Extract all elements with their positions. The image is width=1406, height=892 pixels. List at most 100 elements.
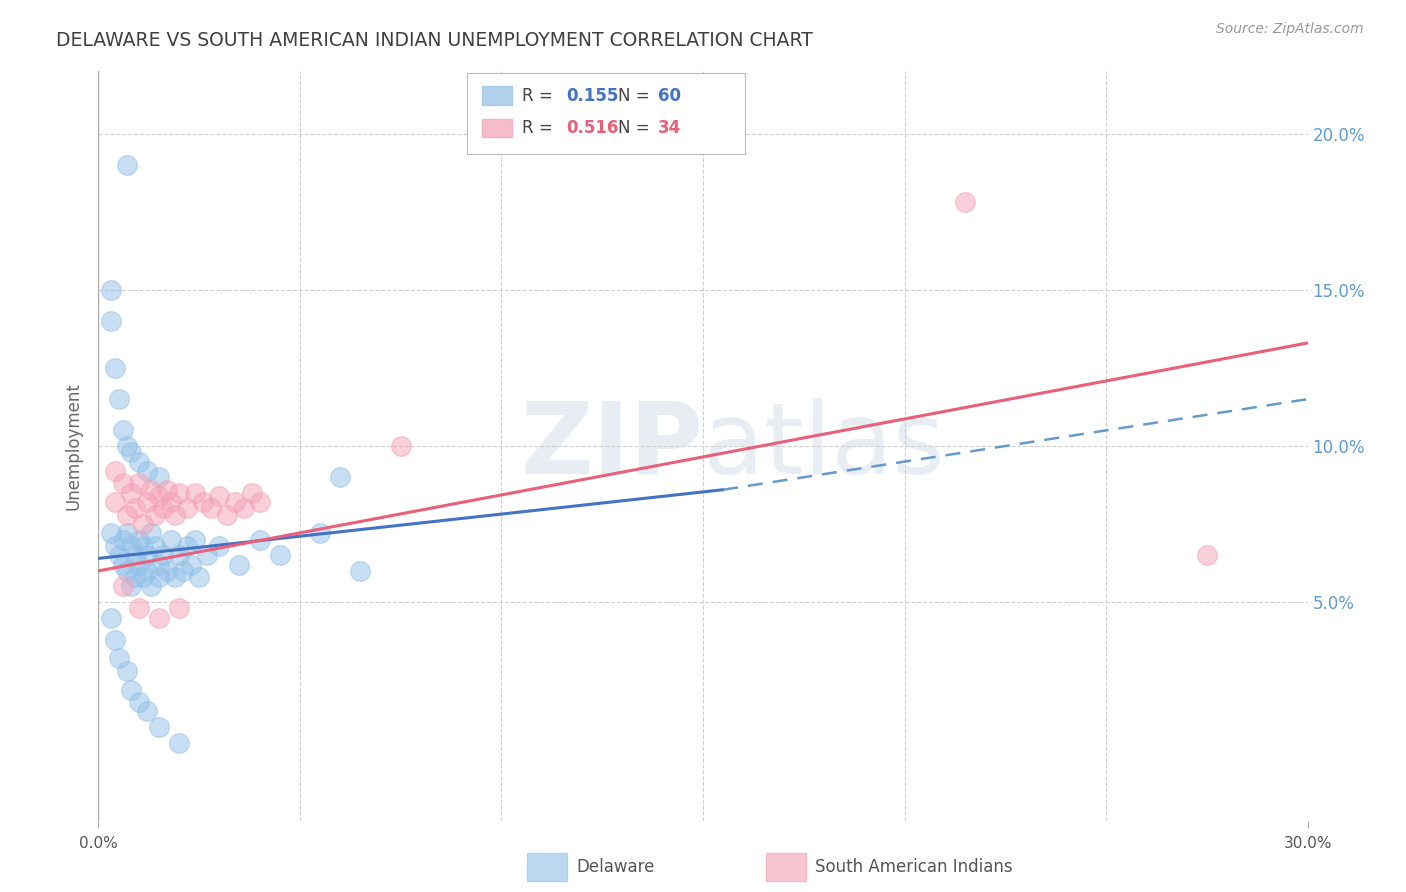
Point [269,548,291,563]
Point [124,548,146,563]
Text: Source: ZipAtlas.com: Source: ZipAtlas.com [1216,22,1364,37]
Point [156,564,179,578]
Point [115,526,138,541]
Point [120,539,142,553]
Point [124,501,146,516]
FancyBboxPatch shape [482,87,512,105]
Point [107,651,129,665]
Text: 34: 34 [658,120,682,137]
Point [163,570,186,584]
Point [152,501,174,516]
Point [120,682,142,697]
Point [167,485,190,500]
Point [100,314,122,328]
Point [249,533,271,547]
Point [124,570,146,584]
Point [163,508,186,522]
Point [953,195,976,210]
Text: ZIP: ZIP [520,398,703,494]
Point [111,580,134,594]
Point [128,558,150,572]
Point [309,526,332,541]
Text: DELAWARE VS SOUTH AMERICAN INDIAN UNEMPLOYMENT CORRELATION CHART: DELAWARE VS SOUTH AMERICAN INDIAN UNEMPL… [56,31,813,50]
Y-axis label: Unemployment: Unemployment [65,382,83,510]
Point [135,548,157,563]
Point [139,483,162,497]
Point [208,539,231,553]
Point [139,580,162,594]
Text: South American Indians: South American Indians [815,858,1014,876]
Point [143,539,166,553]
Text: R =: R = [522,120,553,137]
Point [115,508,138,522]
Point [349,564,371,578]
Point [111,558,134,572]
Text: 0.516: 0.516 [567,120,619,137]
Point [132,517,155,532]
Point [100,611,122,625]
FancyBboxPatch shape [467,73,745,153]
Point [120,580,142,594]
Point [172,564,194,578]
Point [115,158,138,172]
Point [156,483,179,497]
Point [135,564,157,578]
Point [100,526,122,541]
Text: 60: 60 [658,87,682,105]
Point [128,695,150,709]
Point [132,539,155,553]
Point [132,570,155,584]
Point [188,570,211,584]
Point [228,558,250,572]
Point [160,495,183,509]
Point [176,501,198,516]
Point [329,470,352,484]
Text: atlas: atlas [703,398,945,494]
Point [195,548,218,563]
Point [128,455,150,469]
Point [184,485,207,500]
Point [180,558,202,572]
Point [135,495,157,509]
Point [111,533,134,547]
Text: N =: N = [619,87,650,105]
Point [148,558,170,572]
Point [100,283,122,297]
Point [139,526,162,541]
Point [148,611,170,625]
Point [148,470,170,484]
Point [160,533,183,547]
Text: R =: R = [522,87,553,105]
Point [103,464,125,478]
Point [107,548,129,563]
Point [184,533,207,547]
Point [152,548,174,563]
Point [103,361,125,376]
Text: N =: N = [619,120,650,137]
Text: 0.155: 0.155 [567,87,619,105]
Point [176,539,198,553]
Point [103,539,125,553]
Point [128,533,150,547]
Point [217,508,239,522]
Point [167,601,190,615]
Point [167,735,190,749]
Point [249,495,271,509]
Point [103,632,125,647]
Point [143,508,166,522]
Point [135,464,157,478]
Point [103,495,125,509]
Point [111,424,134,438]
Point [128,601,150,615]
Point [111,476,134,491]
Point [128,476,150,491]
Text: Delaware: Delaware [576,858,655,876]
Point [148,489,170,503]
Point [193,495,215,509]
Point [115,564,138,578]
Point [120,485,142,500]
Point [240,485,263,500]
Point [148,720,170,734]
Point [120,445,142,459]
Point [224,495,246,509]
